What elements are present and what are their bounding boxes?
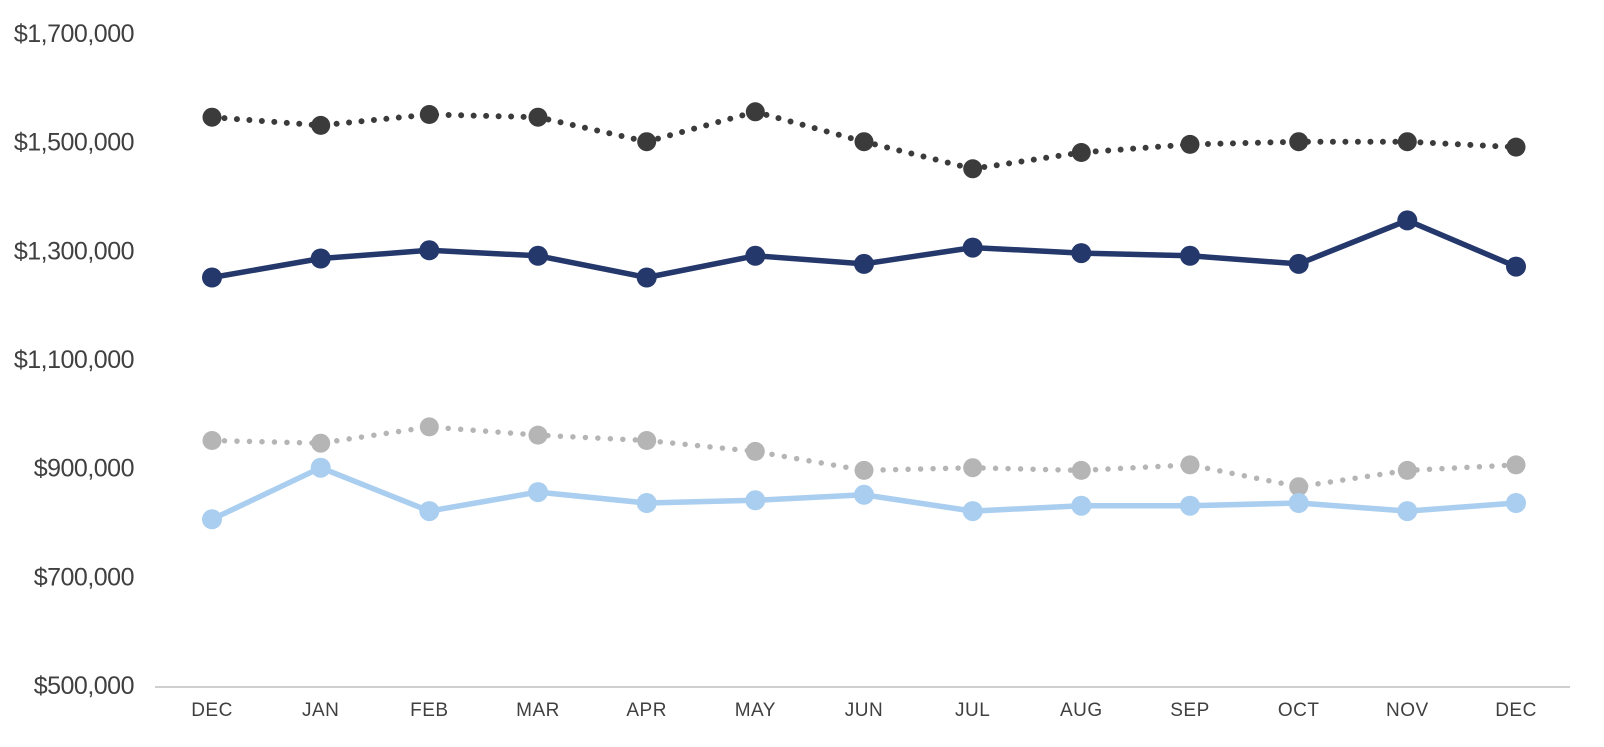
data-point-marker [1506, 256, 1526, 277]
data-point-marker [1397, 132, 1417, 152]
x-axis-tick-label: MAY [735, 700, 776, 721]
data-point-marker [854, 460, 874, 480]
data-point-marker [745, 102, 765, 122]
data-point-marker [745, 490, 766, 511]
y-axis-tick-label: $1,300,000 [14, 237, 134, 265]
data-point-marker [528, 482, 548, 503]
data-point-marker [1180, 245, 1200, 266]
x-axis-tick-label: JAN [302, 700, 339, 721]
data-point-marker [528, 245, 548, 266]
data-point-marker [311, 433, 331, 453]
data-point-marker [854, 484, 874, 505]
data-point-marker [528, 425, 548, 445]
data-point-marker [1180, 134, 1200, 154]
data-point-marker [202, 431, 222, 450]
data-point-marker [637, 132, 657, 152]
data-point-marker [962, 237, 983, 258]
data-point-marker [202, 509, 222, 530]
data-point-marker [202, 267, 222, 288]
data-point-marker [963, 458, 983, 478]
y-axis-tick-label: $1,700,000 [14, 20, 134, 48]
y-axis-tick-label: $1,100,000 [14, 346, 134, 374]
data-point-marker [1397, 210, 1418, 231]
data-point-marker [636, 493, 657, 513]
series-dark-dotted [202, 102, 1526, 179]
y-axis-tick-label: $1,500,000 [14, 129, 134, 157]
data-point-marker [1071, 143, 1091, 162]
data-point-marker [745, 245, 766, 266]
data-point-marker [1180, 455, 1200, 475]
data-point-marker [637, 431, 657, 450]
data-point-marker [1289, 477, 1309, 497]
data-point-marker [1180, 495, 1200, 516]
series-navy-solid [202, 210, 1526, 288]
data-point-marker [745, 441, 765, 461]
data-point-marker [310, 248, 331, 269]
x-axis-tick-label: JUL [955, 700, 990, 721]
x-axis-tick-label: APR [626, 700, 667, 721]
data-point-marker [419, 240, 440, 261]
data-point-marker [1506, 493, 1526, 513]
data-point-marker [202, 107, 222, 127]
data-point-marker [419, 417, 439, 437]
x-axis-tick-label: AUG [1060, 700, 1103, 721]
data-point-marker [1506, 137, 1526, 157]
series-light-blue-solid [202, 457, 1526, 530]
data-point-marker [1397, 460, 1417, 480]
x-axis-tick-label: NOV [1386, 700, 1429, 721]
data-point-marker [310, 457, 331, 478]
data-point-marker [1288, 253, 1309, 274]
x-axis-tick-label: DEC [191, 700, 233, 721]
data-point-marker [1289, 132, 1309, 152]
x-axis-tick-label: MAR [516, 700, 560, 721]
x-axis-tick-label: OCT [1278, 700, 1320, 721]
data-point-marker [1071, 460, 1091, 480]
data-point-marker [1071, 495, 1092, 516]
data-point-marker [963, 159, 983, 179]
data-point-marker [528, 107, 548, 127]
data-point-marker [636, 267, 657, 288]
series-gray-dotted [202, 417, 1526, 497]
y-axis-tick-label: $900,000 [34, 455, 134, 483]
data-point-marker [962, 501, 983, 522]
data-point-marker [1288, 493, 1309, 513]
data-point-marker [1397, 501, 1418, 522]
data-point-marker [311, 115, 331, 135]
y-axis-tick-label: $700,000 [34, 563, 134, 591]
y-axis-tick-label: $500,000 [34, 672, 134, 700]
x-axis-tick-label: JUN [845, 700, 883, 721]
x-axis-tick-label: DEC [1495, 700, 1537, 721]
x-axis-tick-label: FEB [410, 700, 448, 721]
x-axis-tick-label: SEP [1170, 700, 1210, 721]
data-point-marker [1506, 455, 1526, 475]
data-point-marker [419, 105, 439, 124]
data-point-marker [854, 132, 874, 152]
data-point-marker [854, 253, 874, 274]
data-point-marker [419, 501, 440, 522]
data-point-marker [1071, 243, 1092, 264]
